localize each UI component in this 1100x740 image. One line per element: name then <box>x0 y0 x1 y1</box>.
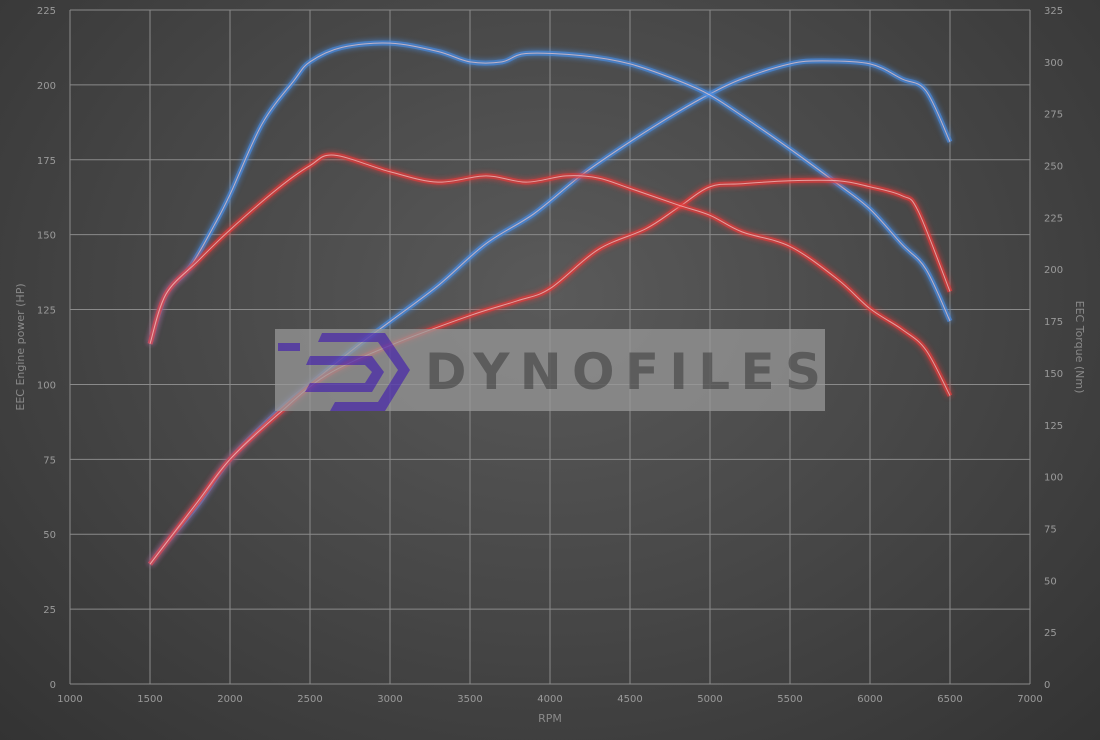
y-left-tick-label: 150 <box>37 231 56 242</box>
tick-labels: 1000 1500 2000 2500 3000 3500 4000 4500 5000 5500… <box>37 6 1063 705</box>
y-left-tick-label: 175 <box>37 156 56 167</box>
y-axis-right-label: EEC Torque (Nm) <box>1073 301 1086 394</box>
x-tick-label: 4500 <box>617 694 642 705</box>
y-right-tick-label: 125 <box>1044 421 1063 432</box>
x-tick-label: 3000 <box>377 694 402 705</box>
y-right-tick-label: 150 <box>1044 369 1063 380</box>
y-left-tick-label: 0 <box>50 680 56 691</box>
y-right-tick-label: 325 <box>1044 6 1063 17</box>
y-right-tick-label: 200 <box>1044 265 1063 276</box>
series-line-2 <box>149 179 951 565</box>
watermark: DYNOFILES <box>275 329 825 411</box>
y-right-tick-label: 300 <box>1044 58 1063 69</box>
watermark-text: DYNOFILES <box>425 343 825 401</box>
x-axis-label: RPM <box>538 712 562 725</box>
y-left-tick-label: 200 <box>37 81 56 92</box>
x-tick-label: 6500 <box>937 694 962 705</box>
watermark-logo-icon <box>278 333 410 411</box>
x-tick-label: 4000 <box>537 694 562 705</box>
y-right-tick-label: 0 <box>1044 680 1050 691</box>
y-left-tick-label: 75 <box>43 455 56 466</box>
y-left-tick-label: 225 <box>37 6 56 17</box>
y-left-tick-label: 100 <box>37 380 56 391</box>
series-line-1 <box>149 42 951 345</box>
x-tick-label: 2500 <box>297 694 322 705</box>
y-left-tick-label: 125 <box>37 306 56 317</box>
y-right-tick-label: 75 <box>1044 524 1057 535</box>
y-right-tick-label: 100 <box>1044 473 1063 484</box>
x-tick-label: 5500 <box>777 694 802 705</box>
y-left-tick-label: 50 <box>43 530 56 541</box>
y-right-tick-label: 25 <box>1044 628 1057 639</box>
x-tick-label: 6000 <box>857 694 882 705</box>
y-right-tick-label: 225 <box>1044 213 1063 224</box>
x-tick-label: 3500 <box>457 694 482 705</box>
x-tick-label: 1000 <box>57 694 82 705</box>
x-tick-label: 2000 <box>217 694 242 705</box>
y-right-tick-label: 275 <box>1044 110 1063 121</box>
x-tick-label: 5000 <box>697 694 722 705</box>
series-group <box>147 40 953 566</box>
series-line-3 <box>149 154 951 396</box>
x-tick-label: 1500 <box>137 694 162 705</box>
x-tick-label: 7000 <box>1017 694 1042 705</box>
y-left-tick-label: 25 <box>43 605 56 616</box>
y-right-tick-label: 50 <box>1044 576 1057 587</box>
y-axis-left-label: EEC Engine power (HP) <box>14 283 27 410</box>
y-right-tick-label: 250 <box>1044 162 1063 173</box>
y-right-tick-label: 175 <box>1044 317 1063 328</box>
